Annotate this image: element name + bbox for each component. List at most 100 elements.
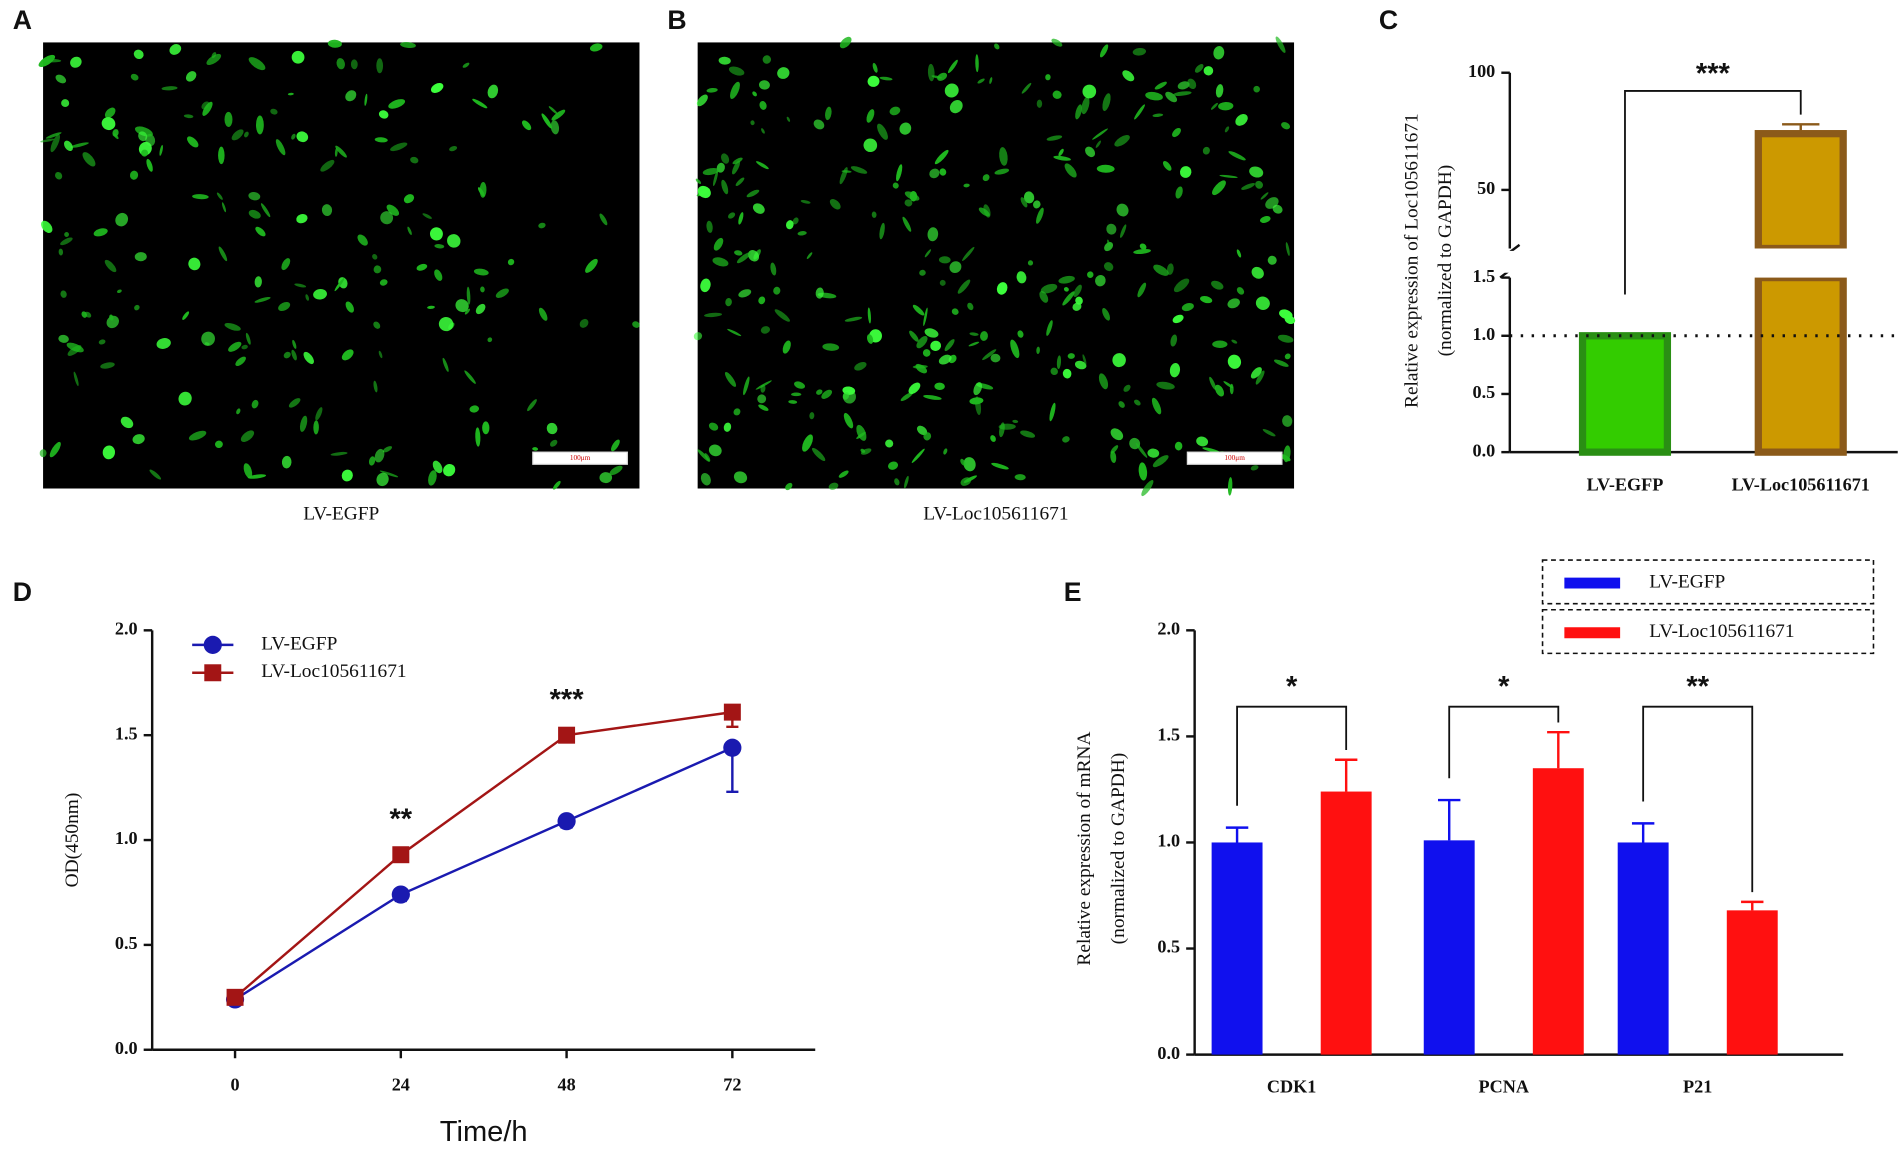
cell [1056, 355, 1062, 370]
cell [244, 131, 249, 138]
cell [550, 120, 560, 135]
y-tick-label: 0.5 [115, 933, 138, 953]
cell [447, 234, 461, 248]
cell [850, 166, 868, 174]
cell [1137, 282, 1147, 298]
cell [1027, 260, 1034, 266]
cell [41, 220, 53, 233]
x-tick-label: 0 [231, 1074, 240, 1094]
cell [281, 258, 291, 271]
cell [1250, 465, 1259, 471]
cell [734, 250, 743, 256]
cell [968, 341, 980, 347]
cell [546, 422, 558, 435]
cell [743, 376, 750, 396]
error-bar [1606, 333, 1644, 336]
cell [434, 269, 443, 281]
cell [231, 129, 244, 141]
cell [60, 237, 73, 246]
cell [336, 58, 345, 70]
cell [736, 252, 751, 264]
cell [860, 448, 866, 453]
cell [866, 334, 874, 344]
y-tick-label: 1.0 [115, 828, 138, 848]
cell [1023, 191, 1035, 204]
cell [1107, 239, 1111, 250]
cell [1010, 339, 1020, 359]
y-axis-label: (normalized to GAPDH) [1108, 753, 1129, 945]
cell [403, 194, 415, 204]
point [391, 885, 410, 904]
cell [758, 404, 769, 411]
cell [792, 217, 799, 225]
cell [957, 279, 971, 294]
cell [759, 100, 767, 110]
cell [442, 357, 449, 372]
cell [962, 246, 975, 262]
cell [706, 220, 713, 233]
cell [182, 311, 190, 320]
cell [1122, 70, 1135, 82]
cell [254, 296, 271, 303]
cell [345, 301, 354, 313]
cell [521, 120, 532, 131]
cell [990, 353, 1001, 363]
cell [912, 364, 928, 369]
cell [248, 192, 261, 201]
cell [1075, 104, 1082, 120]
cell [1110, 450, 1117, 463]
cell [944, 83, 959, 98]
cell [1210, 102, 1218, 110]
cell [294, 283, 307, 288]
cell [251, 399, 259, 409]
cell [1040, 283, 1058, 294]
cell [1052, 90, 1062, 99]
cell [275, 139, 286, 156]
cell [1112, 353, 1126, 368]
cell [889, 106, 901, 116]
cell [896, 164, 903, 182]
cell [790, 392, 802, 397]
cell [912, 304, 925, 316]
cell [695, 178, 702, 184]
cell [975, 396, 982, 416]
cell [938, 256, 951, 264]
cell [812, 447, 826, 462]
cell [1051, 38, 1063, 47]
legend-label: LV-Loc105611671 [1649, 621, 1794, 642]
cell [1062, 291, 1075, 306]
cell [1033, 200, 1041, 209]
cell [760, 326, 770, 334]
cell [82, 152, 96, 167]
cell [748, 250, 760, 262]
error-bar [1782, 123, 1820, 134]
significance-bracket [1642, 705, 1754, 893]
y-axis-label: (normalized to GAPDH) [1435, 165, 1456, 357]
cell [313, 420, 319, 435]
x-tick-label: 72 [723, 1074, 741, 1094]
cell [713, 170, 719, 186]
significance-bracket [1236, 705, 1348, 806]
cell [1074, 360, 1087, 370]
x-tick-label: P21 [1683, 1077, 1712, 1097]
cell [305, 294, 310, 301]
cell [900, 392, 914, 402]
point [723, 703, 741, 721]
cell [109, 314, 114, 321]
cell [341, 469, 353, 482]
cell [909, 330, 919, 342]
cell [373, 380, 378, 393]
cell [929, 168, 940, 179]
cell [1285, 242, 1290, 256]
cell [73, 371, 79, 387]
cell [428, 470, 437, 486]
cell [839, 36, 852, 49]
cell [977, 78, 985, 84]
point [203, 635, 222, 654]
cell [228, 341, 242, 352]
image-caption: LV-EGFP [303, 504, 379, 525]
cell [702, 167, 720, 176]
cell [1260, 192, 1269, 200]
cell [102, 445, 116, 460]
cell [380, 211, 394, 225]
